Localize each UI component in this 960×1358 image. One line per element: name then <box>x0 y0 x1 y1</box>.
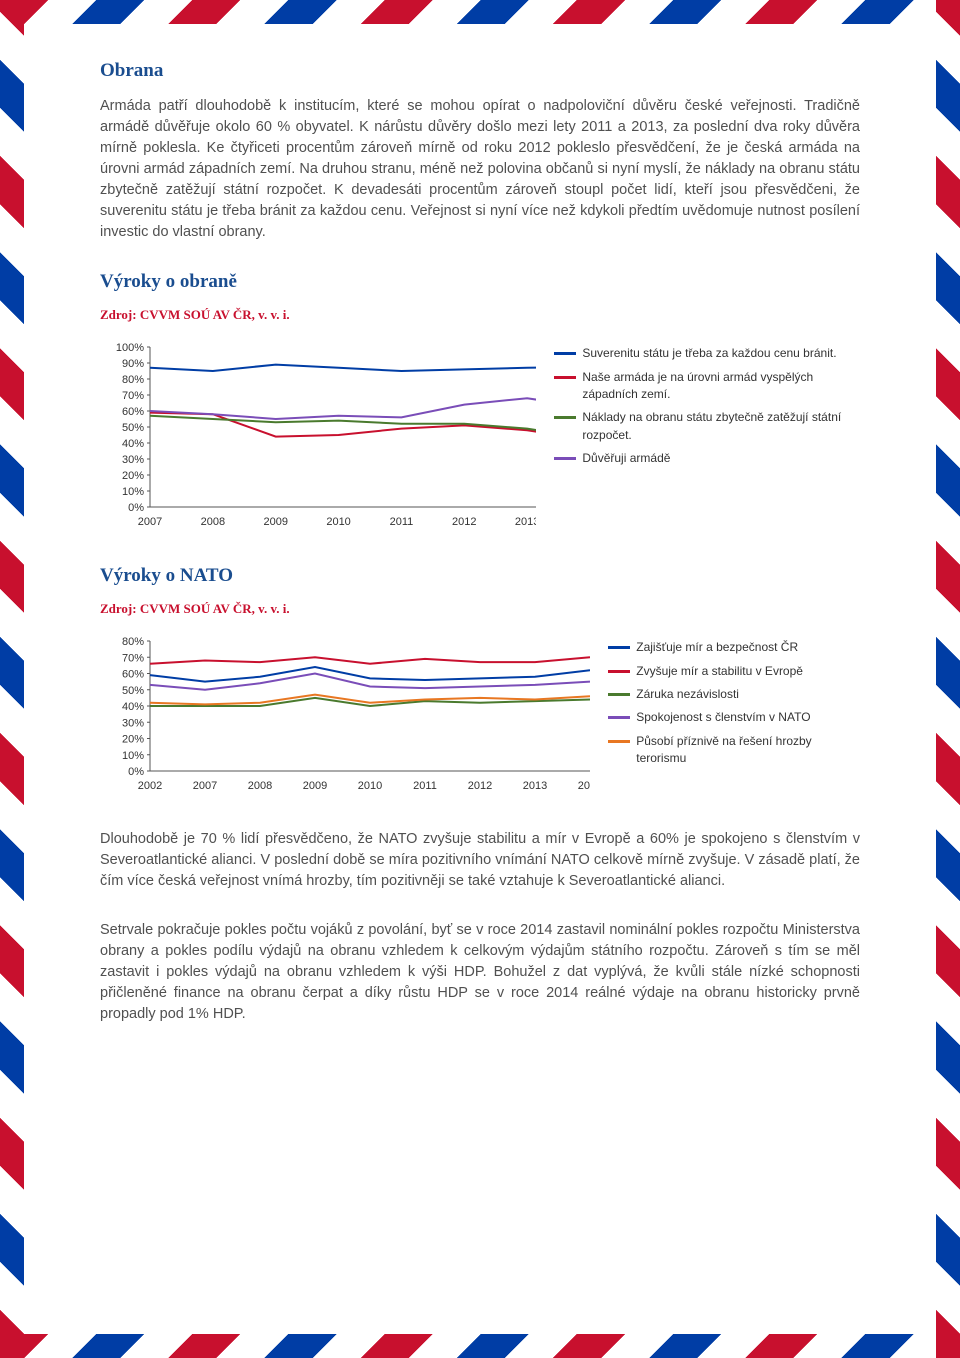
svg-text:0%: 0% <box>128 766 144 778</box>
svg-text:10%: 10% <box>122 486 144 498</box>
svg-text:2007: 2007 <box>193 780 217 792</box>
border-right <box>936 0 960 1358</box>
svg-text:2009: 2009 <box>263 516 287 528</box>
legend-label: Suverenitu státu je třeba za každou cenu… <box>582 345 836 362</box>
section2-para2: Setrvale pokračuje pokles počtu vojáků z… <box>100 920 860 1025</box>
legend-swatch <box>554 352 576 355</box>
svg-text:90%: 90% <box>122 358 144 370</box>
svg-text:2013: 2013 <box>523 780 547 792</box>
legend-swatch <box>608 646 630 649</box>
section-title-obrana: Obrana <box>100 60 860 82</box>
legend-item: Záruka nezávislosti <box>608 686 860 703</box>
legend-label: Naše armáda je na úrovni armád vyspělých… <box>582 369 860 404</box>
svg-text:40%: 40% <box>122 701 144 713</box>
legend-swatch <box>608 740 630 743</box>
border-top <box>0 0 960 24</box>
svg-text:2011: 2011 <box>390 516 414 528</box>
svg-text:50%: 50% <box>122 685 144 697</box>
page-content: Obrana Armáda patří dlouhodobě k institu… <box>100 60 860 1298</box>
svg-text:60%: 60% <box>122 669 144 681</box>
chart2-svg: 0% 10% 20% 30% 40% 50% 60% 70% 80% 2002 2007 2008 20… <box>100 631 590 801</box>
svg-text:30%: 30% <box>122 454 144 466</box>
svg-text:20%: 20% <box>122 470 144 482</box>
svg-text:80%: 80% <box>122 374 144 386</box>
legend-item: Náklady na obranu státu zbytečně zatěžuj… <box>554 409 860 444</box>
legend-swatch <box>554 416 576 419</box>
svg-text:0%: 0% <box>128 502 144 514</box>
svg-text:2007: 2007 <box>138 516 162 528</box>
svg-text:70%: 70% <box>122 390 144 402</box>
legend-label: Působí příznivě na řešení hrozby teroris… <box>636 733 860 768</box>
svg-text:2008: 2008 <box>201 516 225 528</box>
legend-item: Působí příznivě na řešení hrozby teroris… <box>608 733 860 768</box>
border-bottom <box>0 1334 960 1358</box>
svg-text:2012: 2012 <box>452 516 476 528</box>
chart-obrana-block: Výroky o obraně Zdroj: CVVM SOÚ AV ČR, v… <box>100 271 860 537</box>
legend-label: Záruka nezávislosti <box>636 686 739 703</box>
svg-text:60%: 60% <box>122 406 144 418</box>
legend-label: Důvěřuji armádě <box>582 450 670 467</box>
chart2-title: Výroky o NATO <box>100 565 860 587</box>
chart1-svg: 0% 10% 20% 30% 40% 50% 60% 70% 80% 90% 100% 2007 200… <box>100 337 536 537</box>
svg-text:40%: 40% <box>122 438 144 450</box>
svg-text:2010: 2010 <box>358 780 382 792</box>
svg-text:20%: 20% <box>122 734 144 746</box>
legend-swatch <box>608 716 630 719</box>
svg-text:100%: 100% <box>116 342 144 354</box>
section2-para1: Dlouhodobě je 70 % lidí přesvědčeno, že … <box>100 829 860 892</box>
legend-label: Náklady na obranu státu zbytečně zatěžuj… <box>582 409 860 444</box>
legend-item: Zvyšuje mír a stabilitu v Evropě <box>608 663 860 680</box>
svg-text:50%: 50% <box>122 422 144 434</box>
svg-text:80%: 80% <box>122 636 144 648</box>
legend-item: Suverenitu státu je třeba za každou cenu… <box>554 345 860 362</box>
legend-swatch <box>608 670 630 673</box>
legend-item: Spokojenost s členstvím v NATO <box>608 709 860 726</box>
svg-text:2009: 2009 <box>303 780 327 792</box>
legend-swatch <box>554 376 576 379</box>
legend-label: Zvyšuje mír a stabilitu v Evropě <box>636 663 803 680</box>
legend-item: Zajišťuje mír a bezpečnost ČR <box>608 639 860 656</box>
legend-label: Zajišťuje mír a bezpečnost ČR <box>636 639 798 656</box>
chart2-source: Zdroj: CVVM SOÚ AV ČR, v. v. i. <box>100 601 860 617</box>
chart2-legend: Zajišťuje mír a bezpečnost ČR Zvyšuje mír… <box>608 631 860 773</box>
chart1-source: Zdroj: CVVM SOÚ AV ČR, v. v. i. <box>100 307 860 323</box>
svg-text:2012: 2012 <box>468 780 492 792</box>
svg-text:2013: 2013 <box>515 516 536 528</box>
legend-swatch <box>554 457 576 460</box>
svg-text:2002: 2002 <box>138 780 162 792</box>
svg-text:2011: 2011 <box>413 780 437 792</box>
legend-item: Naše armáda je na úrovni armád vyspělých… <box>554 369 860 404</box>
chart1-legend: Suverenitu státu je třeba za každou cenu… <box>554 337 860 473</box>
svg-text:10%: 10% <box>122 750 144 762</box>
chart-nato-block: Výroky o NATO Zdroj: CVVM SOÚ AV ČR, v. … <box>100 565 860 801</box>
chart1-title: Výroky o obraně <box>100 271 860 293</box>
svg-text:2008: 2008 <box>248 780 272 792</box>
svg-text:2015: 2015 <box>578 780 590 792</box>
legend-item: Důvěřuji armádě <box>554 450 860 467</box>
section-obrana-text: Armáda patří dlouhodobě k institucím, kt… <box>100 96 860 243</box>
svg-text:30%: 30% <box>122 717 144 729</box>
svg-text:70%: 70% <box>122 652 144 664</box>
legend-label: Spokojenost s členstvím v NATO <box>636 709 810 726</box>
legend-swatch <box>608 693 630 696</box>
border-left <box>0 0 24 1358</box>
svg-text:2010: 2010 <box>326 516 350 528</box>
